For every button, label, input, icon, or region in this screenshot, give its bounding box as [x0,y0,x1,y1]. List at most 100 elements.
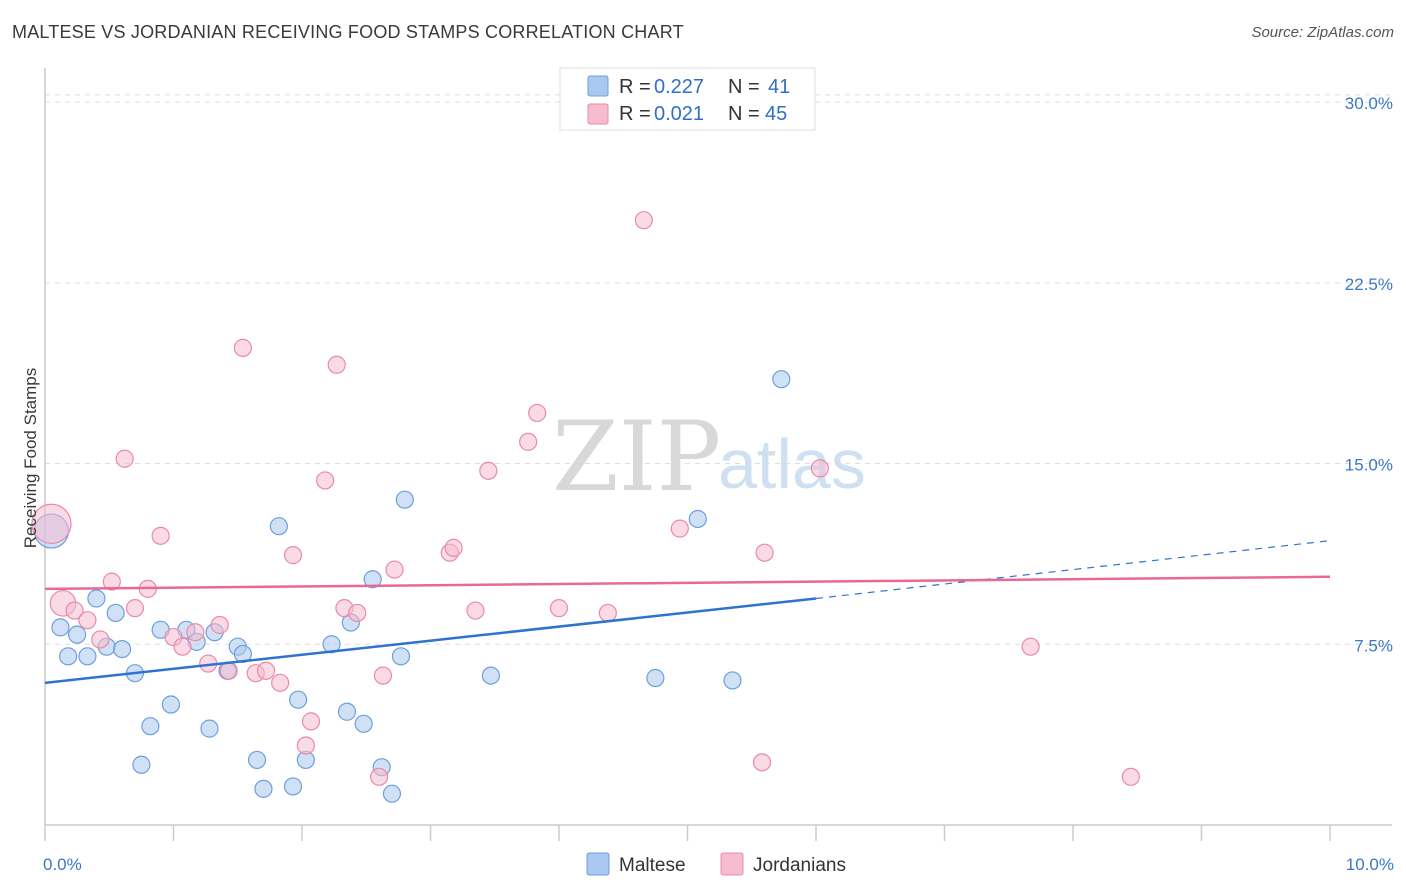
maltese-point-24 [283,777,303,796]
jordanian-point-35 [528,403,547,423]
maltese-point-4 [78,647,97,666]
legend-r-value-1: 0.227 [654,76,704,98]
jordanian-point-22 [301,712,321,731]
jordanian-point-7 [125,599,145,618]
legend-maltese-swatch [587,75,609,97]
maltese-point-25 [289,690,308,709]
bottom-legend-maltese-label: Maltese [619,855,686,876]
jordanian-point-23 [316,471,335,490]
bottom-legend: Maltese Jordanians [586,852,846,876]
jordanian-point-43 [1021,637,1040,656]
jordanian-point-6 [115,449,134,468]
maltese-point-39 [723,671,742,690]
jordanian-point-37 [598,603,617,623]
maltese-point-27 [322,635,341,654]
y-tick-label-1: 15.0% [1345,456,1393,475]
maltese-point-5 [87,589,106,608]
maltese-point-3 [68,625,87,644]
jordanian-point-44 [1121,767,1140,786]
jordanian-point-36 [549,599,569,618]
maltese-point-36 [481,666,500,685]
jordanian-point-3 [78,611,97,630]
y-axis-label: Receiving Food Stamps [21,368,40,548]
jordanian-point-15 [219,661,238,680]
maltese-trend-extension [815,540,1331,600]
jordanian-point-38 [634,211,653,230]
source-label: Source: ZipAtlas.com [1251,24,1394,41]
jordanian-point-12 [186,623,205,642]
jordanian-point-29 [385,560,404,579]
tick-labels: 7.5% 15.0% 22.5% 30.0% 0.0% 10.0% [43,94,1394,874]
maltese-point-38 [688,509,707,529]
bottom-legend-maltese-swatch [586,852,610,876]
y-tick-label-3: 30.0% [1345,94,1393,113]
maltese-point-11 [141,717,160,736]
jordanian-point-19 [271,673,290,692]
x-tick-label-0: 0.0% [43,855,82,874]
legend-r-value-2: 0.021 [654,103,704,125]
jordanian-point-14 [210,615,229,635]
legend-r-label-2: R = [619,103,651,125]
axes [44,68,1392,841]
maltese-point-7 [106,603,125,623]
jordanian-point-4 [91,630,110,649]
maltese-point-33 [382,784,402,803]
bottom-legend-jordanian-swatch [720,852,744,876]
maltese-point-13 [161,695,181,714]
jordanian-point-27 [370,767,389,786]
jordanian-point-26 [348,603,367,623]
maltese-point-30 [354,714,373,733]
maltese-point-23 [269,517,288,536]
maltese-point-16 [200,719,219,738]
maltese-point-40 [772,370,791,389]
jordanian-point-9 [151,526,170,545]
jordanian-point-18 [256,661,276,680]
jordanian-point-24 [327,355,346,374]
legend: R = 0.227 N = 41 R = 0.021 N = 45 [559,67,816,131]
watermark-atlas: atlas [718,425,866,503]
maltese-point-10 [132,755,151,774]
y-tick-label-0: 7.5% [1354,636,1393,655]
jordanian-point-33 [479,461,498,480]
maltese-point-8 [112,639,132,659]
jordanian-point-0 [31,503,72,544]
jordanian-point-2 [65,601,84,620]
x-tick-label-1: 10.0% [1346,855,1394,874]
jordanian-point-40 [755,543,774,562]
jordanian-point-16 [233,338,252,357]
jordanian-point-34 [519,432,538,451]
maltese-point-22 [254,779,273,798]
jordanian-point-21 [296,736,315,755]
maltese-point-34 [391,647,411,666]
legend-r-label-1: R = [619,76,651,98]
legend-n-value-1: 41 [768,76,790,98]
watermark-zip: ZIP [552,401,721,513]
legend-jordanian-swatch [587,103,609,125]
y-tick-label-2: 22.5% [1345,275,1393,294]
jordanian-point-5 [102,572,121,591]
legend-n-value-2: 45 [765,103,787,125]
jordanian-trend-line [44,575,1331,591]
grid-lines [45,94,1392,645]
jordanian-point-41 [752,753,772,772]
maltese-trend-line [44,597,817,685]
jordanian-point-39 [670,519,689,538]
legend-n-label-2: N = [728,103,760,125]
jordanian-point-28 [373,666,393,685]
maltese-point-21 [247,750,267,770]
trend-lines [44,540,1331,685]
legend-n-label-1: N = [728,76,760,98]
jordanian-point-42 [810,459,829,478]
maltese-point-37 [646,668,665,688]
jordanian-point-11 [173,637,192,656]
maltese-point-1 [51,618,70,637]
jordanian-point-31 [444,538,463,557]
chart-title: MALTESE VS JORDANIAN RECEIVING FOOD STAM… [12,22,684,42]
bottom-legend-jordanian-label: Jordanians [753,855,846,876]
data-points [31,211,1140,803]
maltese-point-28 [337,702,357,721]
maltese-point-35 [395,490,414,509]
jordanian-point-32 [466,601,485,620]
jordanian-point-20 [283,546,303,565]
